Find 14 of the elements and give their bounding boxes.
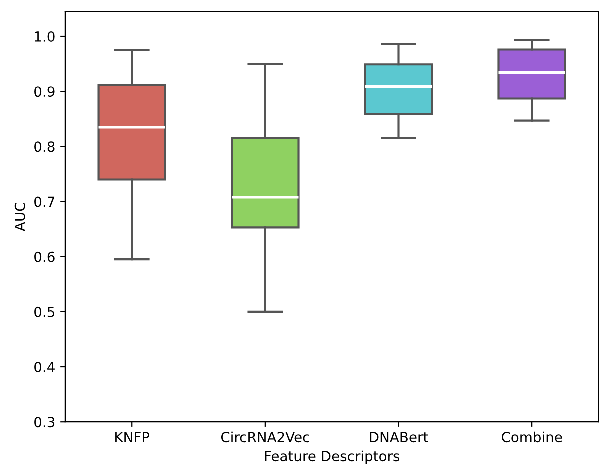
- y-tick-label: 0.8: [34, 142, 55, 152]
- y-tick-label: 0.4: [34, 362, 55, 372]
- x-tick-label: KNFP: [116, 432, 150, 442]
- x-tick-label: DNABert: [370, 432, 428, 443]
- y-tick-label: 1.0: [35, 31, 55, 42]
- y-tick-label: 0.6: [34, 252, 55, 262]
- y-tick-label: 0.9: [34, 86, 55, 98]
- x-tick-label: CircRNA2Vec: [221, 432, 310, 443]
- x-axis-title: Feature Descriptors: [265, 450, 400, 464]
- x-tick-label: Combine: [502, 432, 562, 443]
- y-tick-label: 0.3: [34, 417, 55, 428]
- y-tick-label: 0.7: [34, 196, 55, 208]
- y-axis-title: AUC: [14, 202, 26, 232]
- y-tick-label: 0.5: [34, 306, 55, 318]
